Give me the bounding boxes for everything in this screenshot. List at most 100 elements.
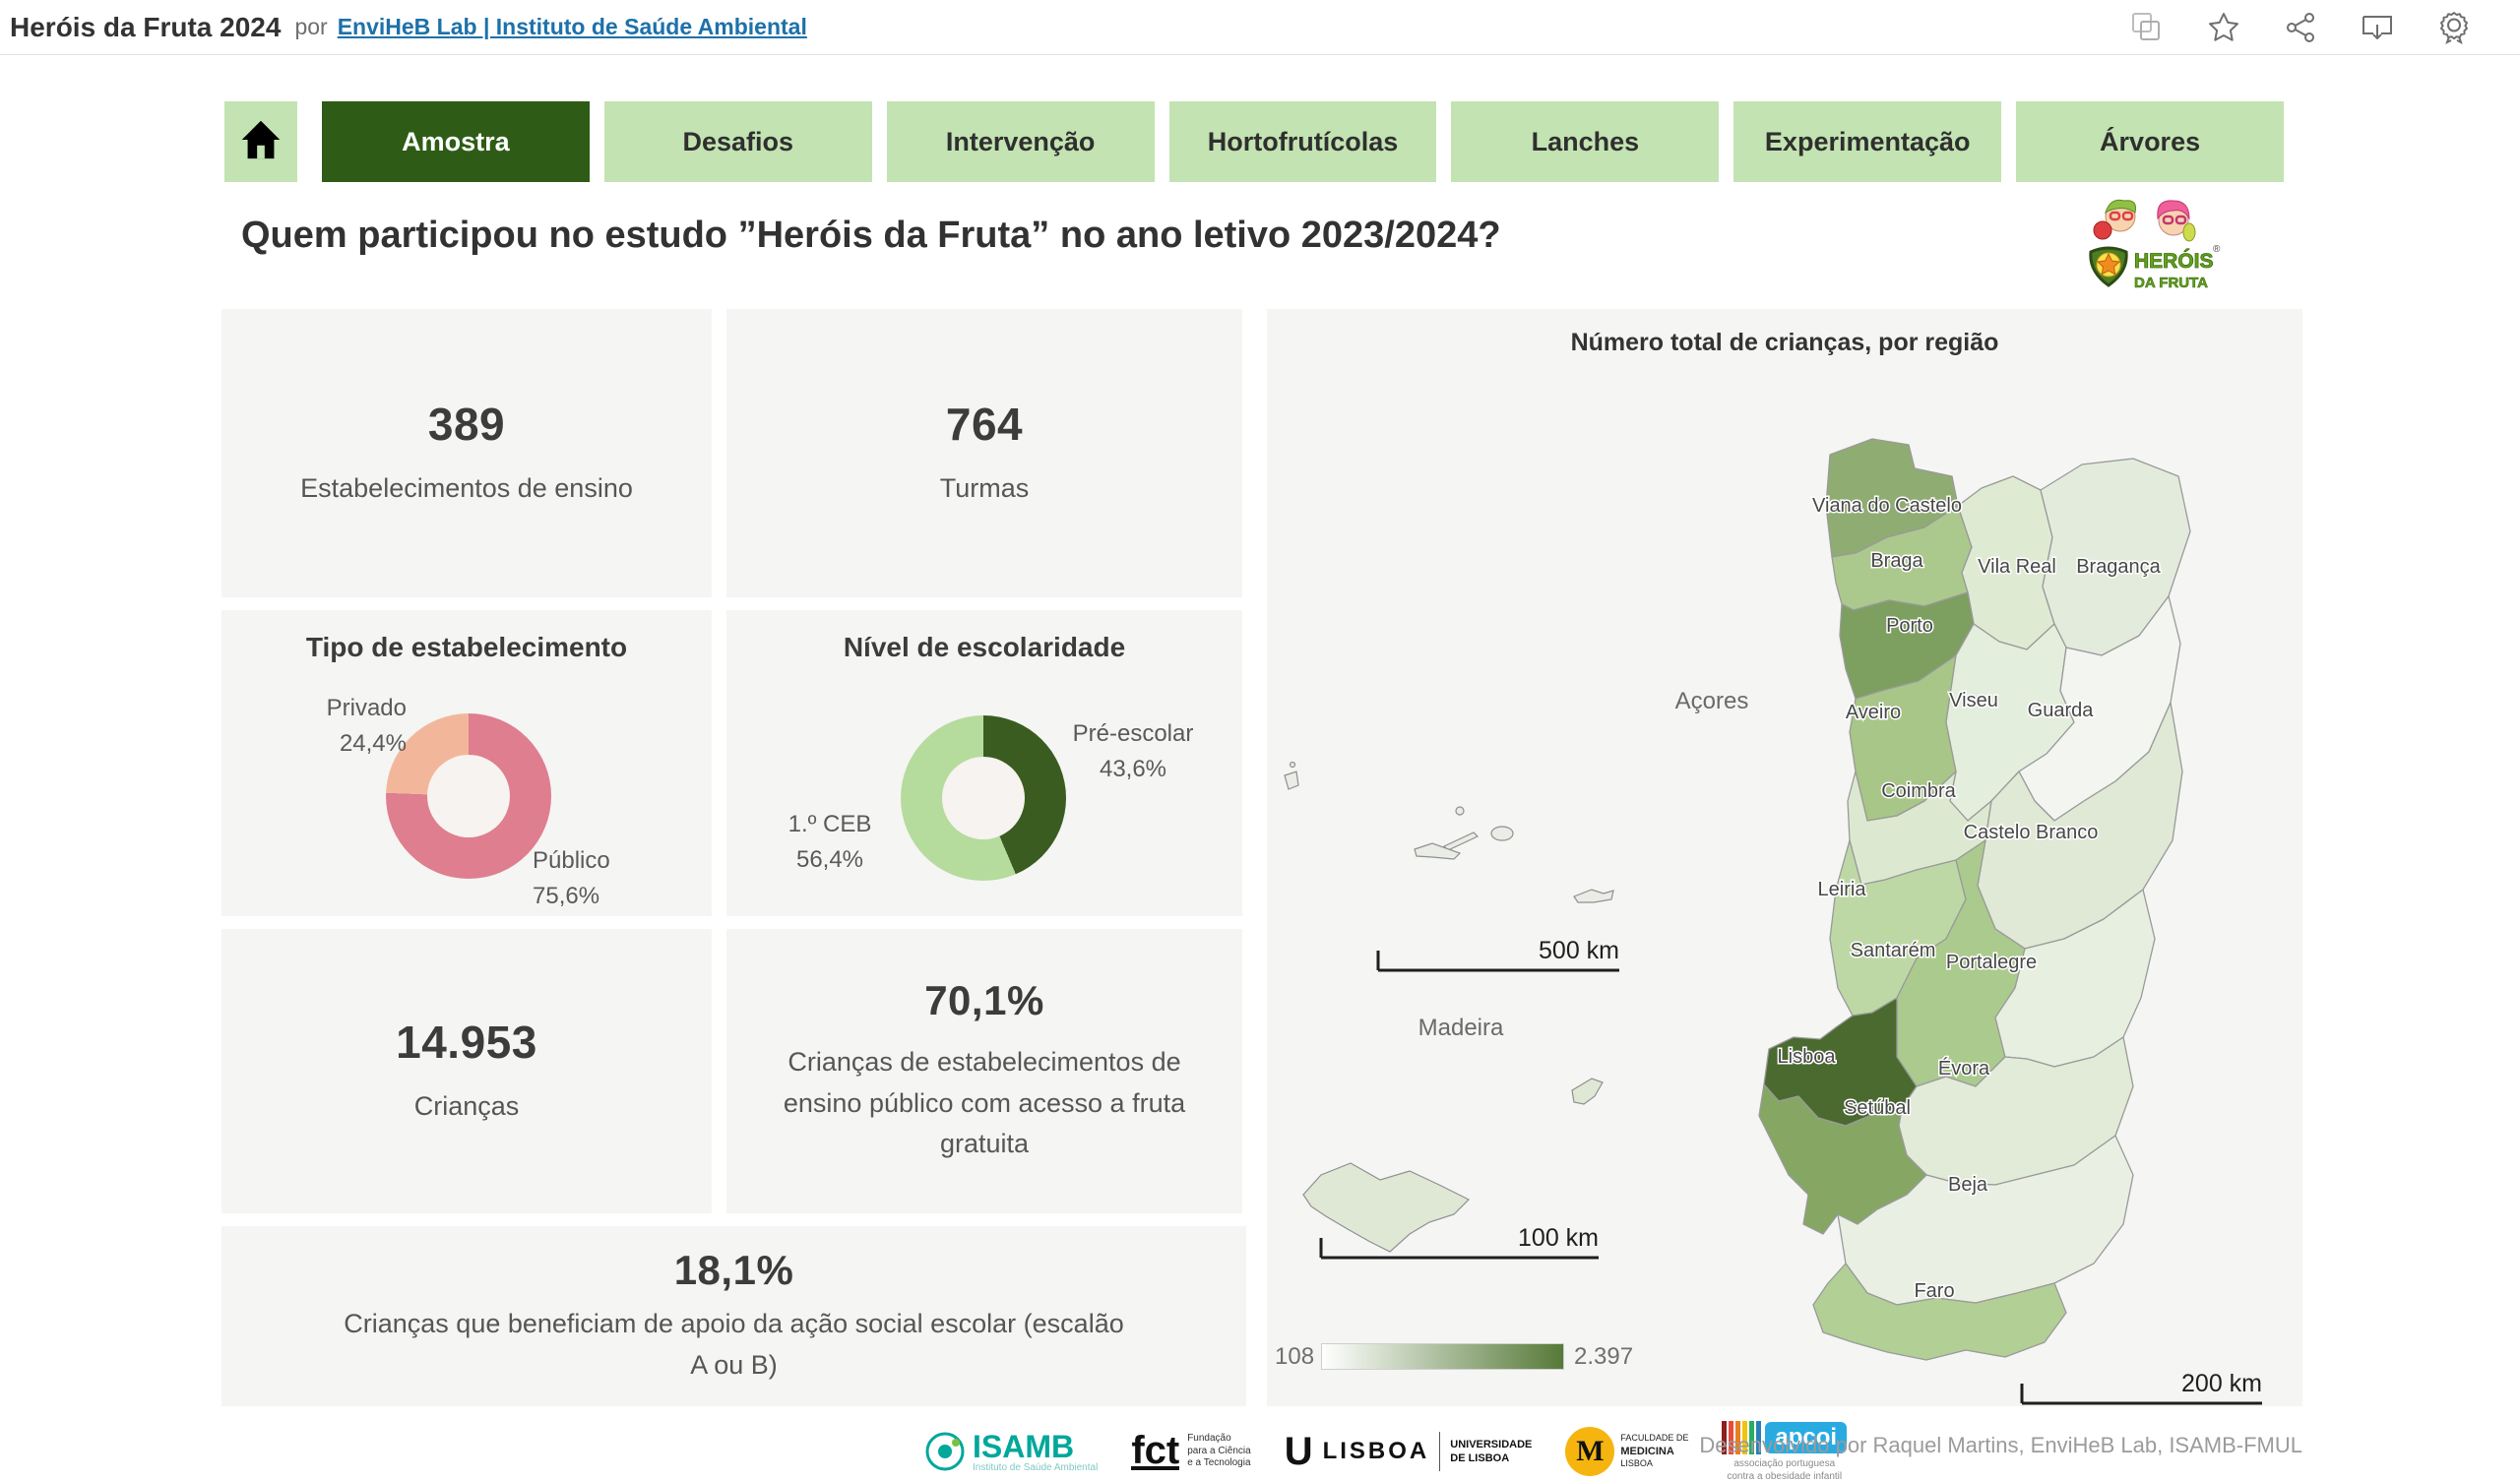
region-label-aveiro: Aveiro (1846, 702, 1901, 723)
scalebar-200km: 200 km (2181, 1370, 2262, 1397)
workbook-title: Heróis da Fruta 2024 (10, 11, 282, 42)
isamb-logo: ISAMB Instituto de Saúde Ambiental (925, 1431, 1098, 1473)
isamb-icon (925, 1432, 965, 1471)
region-label-faro: Faro (1914, 1280, 1954, 1302)
island-madeira (1302, 1162, 1471, 1253)
tab-hortofruticolas[interactable]: Hortofrutícolas (1168, 101, 1437, 182)
chart-title: Nível de escolaridade (843, 632, 1126, 662)
island-sao-jorge (1442, 832, 1480, 851)
chart-title: Tipo de estabelecimento (305, 632, 628, 662)
kpi-value: 764 (945, 398, 1024, 450)
herois-da-fruta-logo: HERÓIS DA FRUTA ® (2087, 191, 2225, 295)
region-label-braga: Braga (1870, 550, 1923, 572)
island-terceira (1490, 826, 1514, 841)
island-sao-miguel (1573, 889, 1614, 903)
region-label-castelo-branco: Castelo Branco (1964, 822, 2099, 843)
donut-tipo-estabelecimento[interactable] (386, 713, 551, 879)
kpi-card-criancas: 14.953 Crianças (221, 929, 712, 1213)
fct-logo: fct Fundação para a Ciência e a Tecnolog… (1131, 1428, 1251, 1472)
logo-line1: HERÓIS (2134, 249, 2214, 273)
region-label-guarda: Guarda (2028, 700, 2095, 721)
tab-intervencao[interactable]: Intervenção (886, 101, 1155, 182)
kpi-label: Turmas (939, 472, 1030, 503)
medicina-logo: M FACULDADE DE MEDICINA LISBOA (1565, 1427, 1688, 1476)
region-label-portalegre: Portalegre (1946, 952, 2037, 973)
slice-label-pre-escolar: Pré-escolar 43,6% (1072, 720, 1194, 782)
region-label-evora: Évora (1938, 1057, 1990, 1080)
kpi-card-apoio-social: 18,1% Crianças que beneficiam de apoio d… (221, 1226, 1246, 1406)
tab-experimentacao[interactable]: Experimentação (1733, 101, 2002, 182)
by-label: por (294, 14, 328, 39)
region-label-viana-do-castelo: Viana do Castelo (1812, 495, 1962, 517)
award-icon[interactable] (2437, 11, 2471, 44)
region-label-porto: Porto (1886, 615, 1933, 637)
kpi-value: 14.953 (396, 1016, 537, 1068)
star-icon[interactable] (2207, 11, 2240, 44)
duplicate-icon[interactable] (2130, 11, 2164, 44)
kpi-value: 389 (427, 398, 506, 450)
slice-label-1-ceb: 1.º CEB 56,4% (788, 811, 872, 873)
apcoi-logo: apcoi associação portuguesa contra a obe… (1722, 1420, 1848, 1481)
dashboard-tabs: Amostra Desafios Intervenção Hortofrutíc… (322, 101, 2285, 182)
legend-gradient-bar[interactable] (1321, 1343, 1564, 1370)
share-icon[interactable] (2284, 11, 2317, 44)
legend-max: 2.397 (1574, 1343, 1634, 1370)
island-flores (1284, 771, 1299, 790)
slice-label-publico: Público 75,6% (533, 847, 610, 909)
kpi-label: Estabelecimentos de ensino (300, 472, 633, 503)
region-label-leiria: Leiria (1818, 879, 1867, 900)
tab-arvores[interactable]: Árvores (2016, 101, 2285, 182)
region-faro[interactable] (1812, 1263, 2067, 1361)
island-faial-pico (1414, 842, 1462, 860)
kpi-value: 70,1% (924, 976, 1044, 1023)
author-link[interactable]: EnviHeB Lab | Instituto de Saúde Ambient… (337, 14, 807, 39)
island-porto-santo (1571, 1078, 1604, 1105)
kpi-card-estabelecimentos: 389 Estabelecimentos de ensino (221, 309, 712, 597)
tab-amostra[interactable]: Amostra (322, 101, 590, 182)
tab-desafios[interactable]: Desafios (603, 101, 872, 182)
map-panel: Número total de crianças, por região Via… (1267, 309, 2302, 1406)
download-icon[interactable] (2361, 11, 2394, 44)
region-label-beja: Beja (1948, 1174, 1988, 1196)
page-title: Quem participou no estudo ”Heróis da Fru… (241, 215, 1501, 256)
region-label-vila-real: Vila Real (1978, 556, 2056, 578)
kpi-label: Crianças (413, 1090, 520, 1121)
portugal-choropleth: Viana do Castelo Braga Vila Real Braganç… (1284, 438, 2262, 1405)
island-graciosa (1455, 806, 1465, 816)
top-header: Heróis da Fruta 2024 por EnviHeB Lab | I… (0, 0, 2520, 55)
scalebar-500km: 500 km (1539, 937, 1619, 964)
kpi-card-turmas: 764 Turmas (726, 309, 1242, 597)
tab-lanches[interactable]: Lanches (1451, 101, 1720, 182)
donut-hole (942, 757, 1025, 839)
kpi-value: 18,1% (673, 1246, 794, 1293)
kpi-label: Crianças que beneficiam de apoio da ação… (344, 1308, 1124, 1380)
legend-min: 108 (1275, 1343, 1315, 1370)
region-label-lisboa: Lisboa (1778, 1046, 1837, 1068)
region-label-braganca: Bragança (2076, 556, 2161, 578)
kpi-card-fruta-gratuita: 70,1% Crianças de estabelecimentos de en… (726, 929, 1242, 1213)
chart-card-tipo-estabelecimento: Tipo de estabelecimento Privado 24,4% Púb… (221, 610, 712, 916)
map-title: Número total de crianças, por região (1570, 329, 1999, 356)
island-corvo (1289, 761, 1296, 769)
logo-reg: ® (2213, 244, 2221, 255)
ulisboa-logo: U LISBOA UNIVERSIDADE DE LISBOA (1284, 1429, 1533, 1473)
chart-card-nivel-escolaridade: Nível de escolaridade Pré-escolar 43,6% 1… (726, 610, 1242, 916)
partner-logos: ISAMB Instituto de Saúde Ambiental fct F… (925, 1420, 1848, 1481)
acores-label: Açores (1675, 688, 1749, 714)
region-label-coimbra: Coimbra (1881, 780, 1956, 802)
donut-nivel-escolaridade[interactable] (901, 715, 1066, 881)
apcoi-bars (1722, 1420, 1762, 1454)
region-label-santarem: Santarém (1851, 940, 1936, 961)
madeira-label: Madeira (1418, 1015, 1504, 1041)
region-label-setubal: Setúbal (1844, 1097, 1911, 1119)
home-tab-button[interactable] (224, 101, 297, 182)
developer-credit: Desenvolvido por Raquel Martins, EnviHeB… (1699, 1433, 2302, 1457)
scalebar-100km: 100 km (1518, 1224, 1599, 1252)
donut-hole (427, 755, 510, 837)
logo-line2: DA FRUTA (2134, 275, 2208, 291)
slice-label-privado: Privado 24,4% (326, 695, 407, 757)
header-toolbar (2130, 11, 2510, 44)
region-label-viseu: Viseu (1949, 690, 1998, 711)
kpi-label: Crianças de estabelecimentos de ensino p… (783, 1046, 1186, 1159)
